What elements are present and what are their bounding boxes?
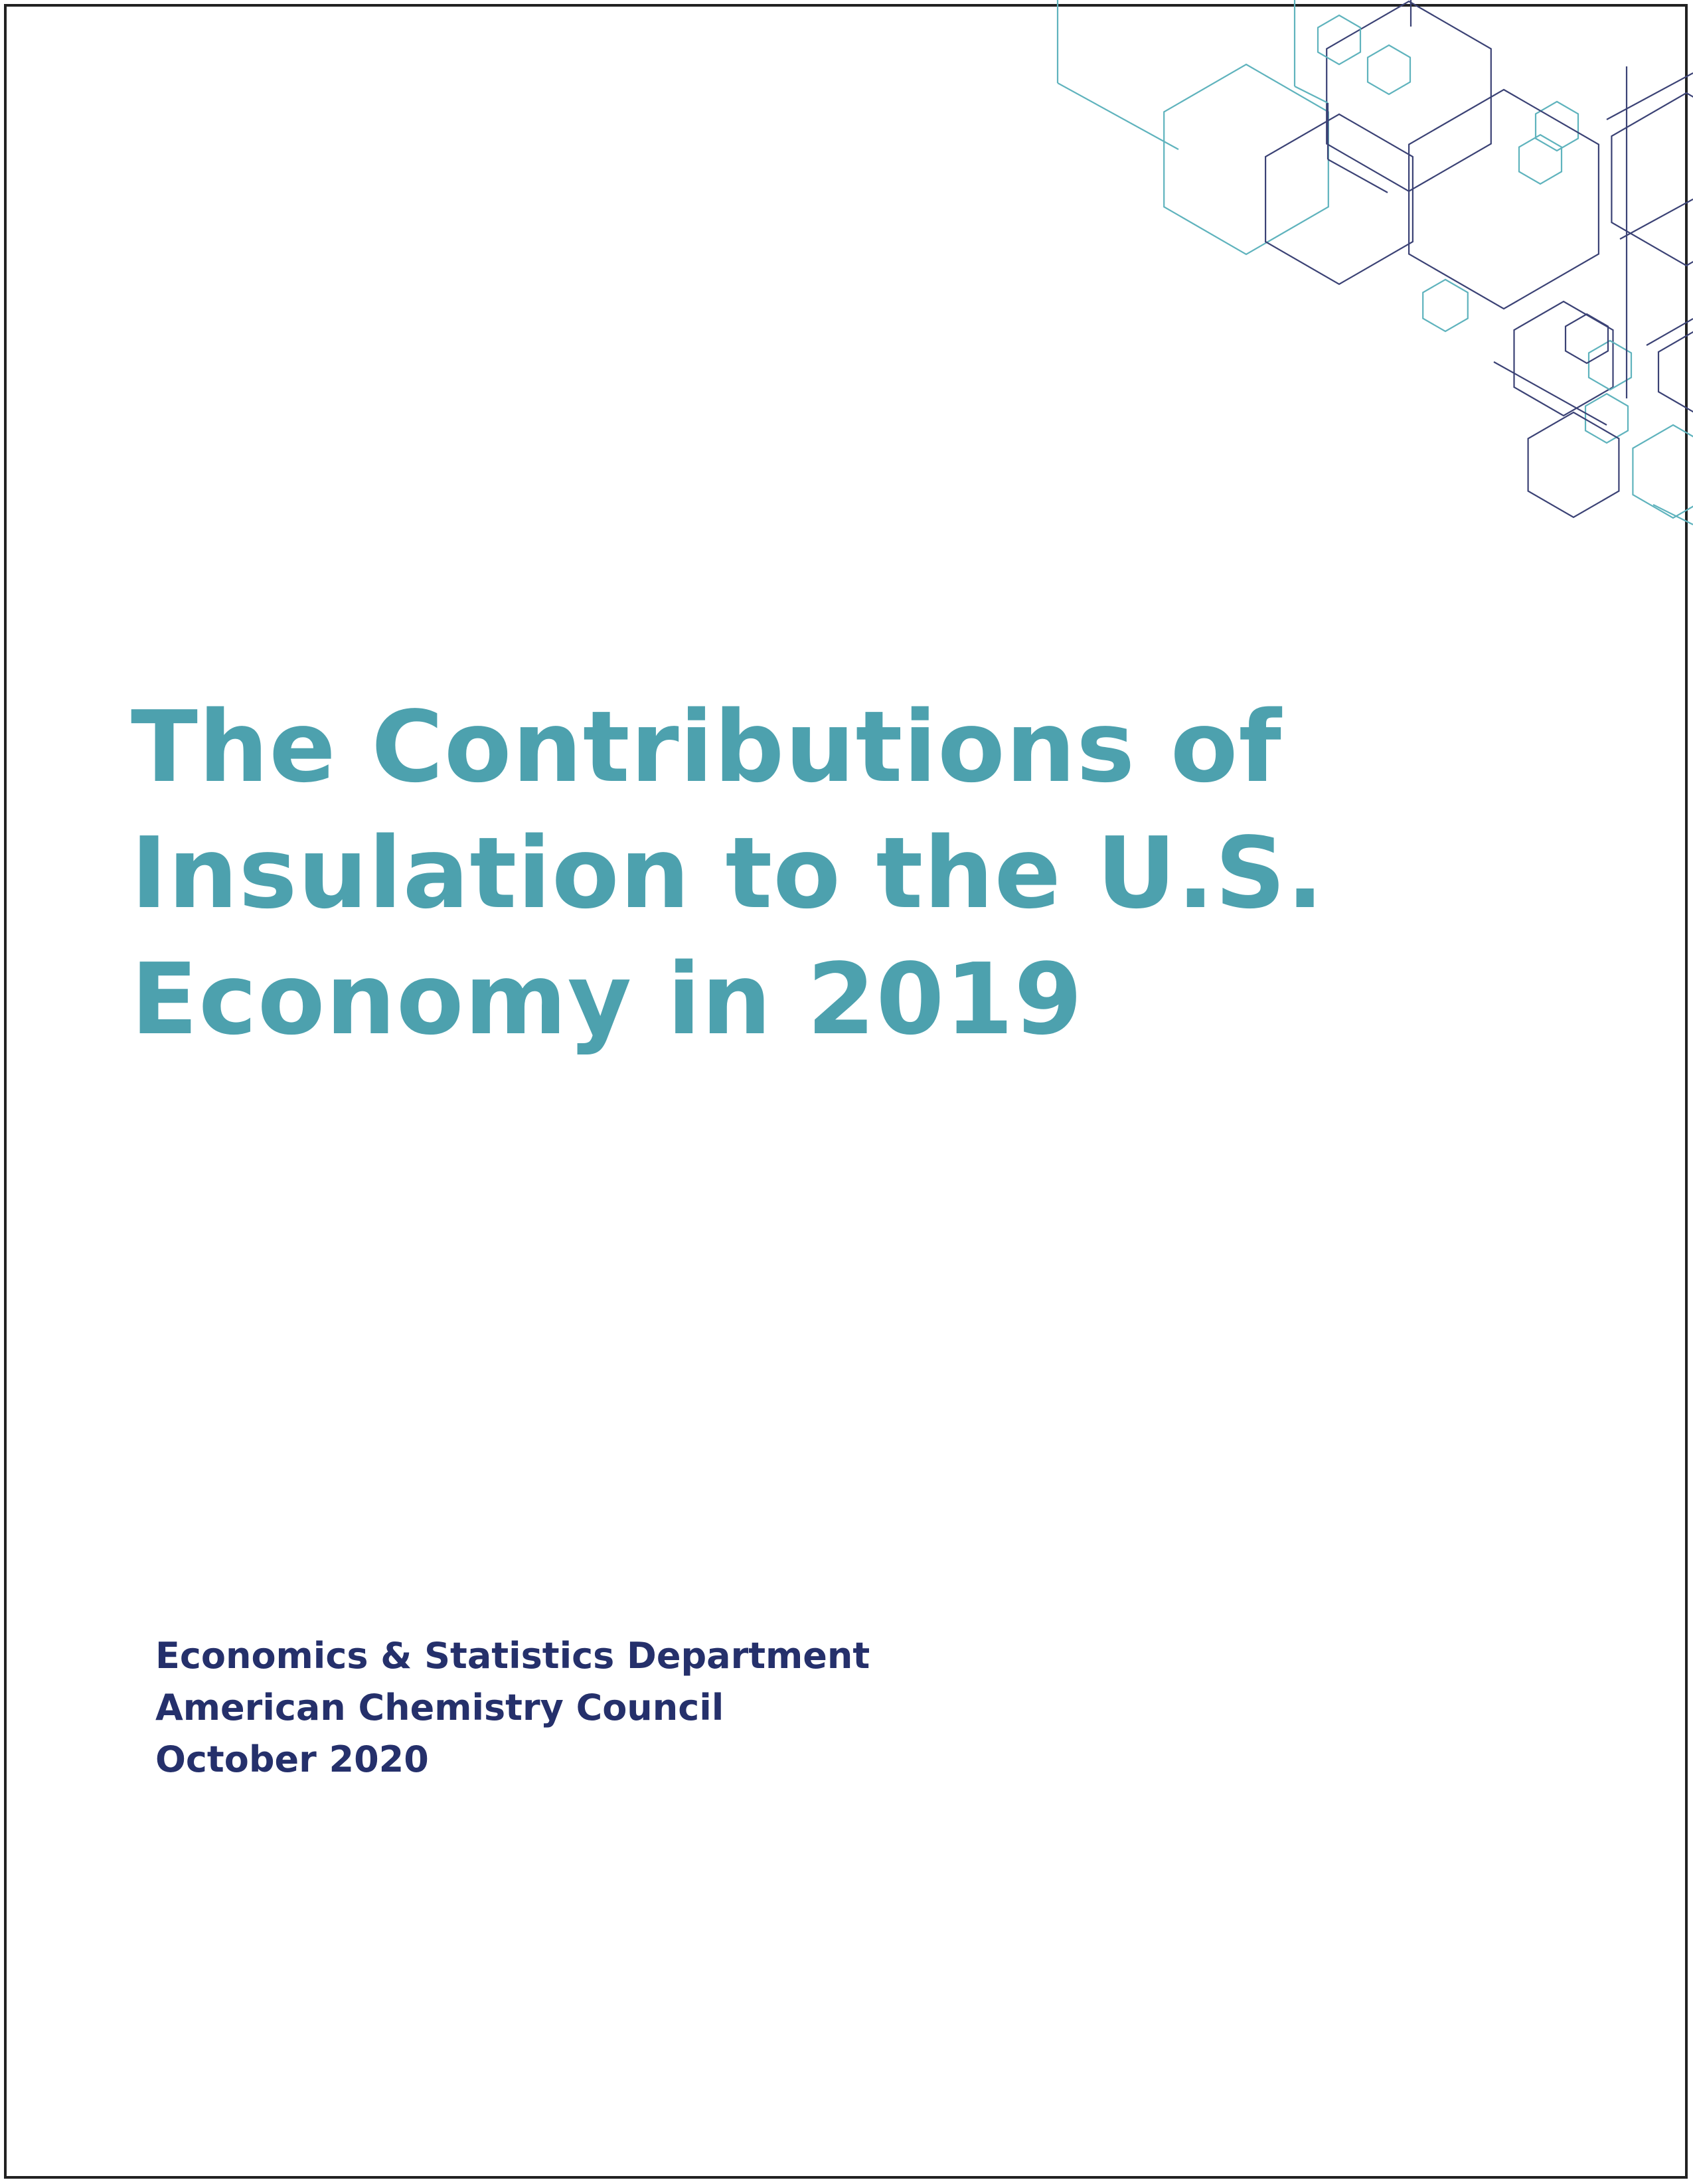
byline: Economics & Statistics Department Americ…	[155, 1630, 870, 1786]
publication-date: October 2020	[155, 1738, 429, 1780]
title-line-3: Economy in 2019	[131, 942, 1084, 1056]
title-line-1: The Contributions of	[131, 690, 1282, 804]
department-name: Economics & Statistics Department	[155, 1635, 870, 1677]
report-title: The Contributions of Insulation to the U…	[131, 684, 1325, 1062]
organization-name: American Chemistry Council	[155, 1687, 724, 1728]
title-line-2: Insulation to the U.S.	[131, 816, 1325, 930]
page-border	[4, 4, 1688, 2179]
